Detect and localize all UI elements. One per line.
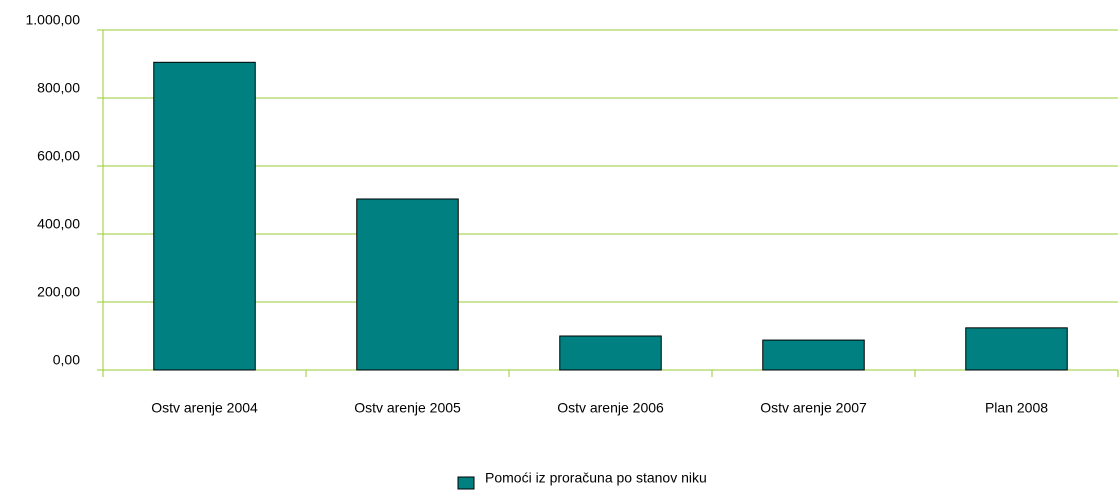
x-tick-label: Ostv arenje 2006	[557, 400, 664, 416]
legend-label: Pomoći iz proračuna po stanov niku	[485, 470, 707, 486]
y-tick-label: 0,00	[53, 352, 80, 368]
legend-swatch	[457, 476, 475, 490]
bar	[762, 339, 865, 371]
x-tick-label: Ostv arenje 2005	[354, 400, 461, 416]
bar	[356, 198, 459, 371]
bar	[559, 335, 662, 371]
x-tick-label: Plan 2008	[985, 400, 1048, 416]
y-tick-label: 200,00	[37, 284, 80, 300]
y-tick-label: 600,00	[37, 148, 80, 164]
y-tick-label: 1.000,00	[26, 12, 81, 28]
x-tick-label: Ostv arenje 2004	[151, 400, 258, 416]
bar	[153, 61, 256, 371]
y-tick-label: 400,00	[37, 216, 80, 232]
x-tick-label: Ostv arenje 2007	[760, 400, 867, 416]
bar	[965, 327, 1068, 371]
y-tick-label: 800,00	[37, 80, 80, 96]
